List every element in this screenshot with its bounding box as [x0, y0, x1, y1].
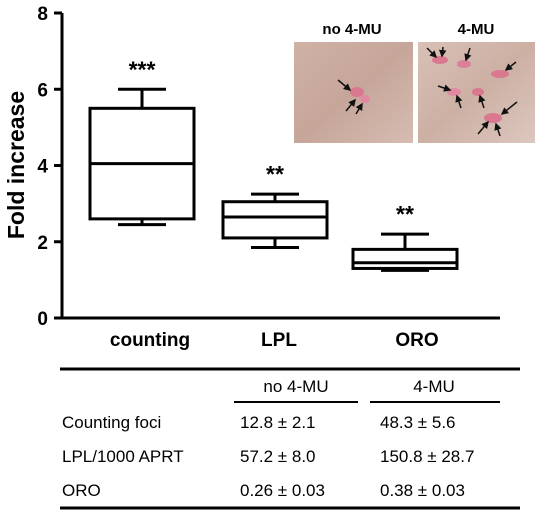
table-cell-row-label: Counting foci	[62, 413, 161, 432]
stained-cell	[350, 87, 364, 97]
arrow-icon	[438, 46, 447, 58]
stained-cell	[472, 88, 484, 96]
arrow-icon	[477, 120, 489, 135]
micrograph-4mu: 4-MU	[418, 21, 535, 143]
micrograph-title-no-4mu: no 4-MU	[322, 21, 381, 38]
arrow-icon	[504, 61, 517, 71]
arrow-icon	[437, 84, 452, 92]
y-axis-ticks: 0 2 4 6 8	[37, 4, 62, 330]
arrow-icon	[345, 98, 356, 112]
y-tick-label: 6	[37, 80, 48, 101]
y-tick-label: 8	[37, 4, 48, 25]
y-tick-label: 0	[37, 309, 48, 330]
table-row: ORO 0.26 ± 0.03 0.38 ± 0.03	[62, 481, 465, 500]
arrow-icon	[455, 94, 463, 109]
micrograph-title-4mu: 4-MU	[458, 21, 495, 38]
box-lpl	[221, 192, 329, 249]
stained-cell	[432, 56, 448, 64]
table-cell: 57.2 ± 8.0	[240, 447, 316, 466]
table-row: LPL/1000 APRT 57.2 ± 8.0 150.8 ± 28.7	[62, 447, 474, 466]
arrow-icon	[500, 101, 518, 115]
x-category-label: ORO	[395, 330, 438, 351]
significance-label: **	[266, 161, 284, 187]
box-oro	[351, 232, 459, 272]
y-tick-label: 4	[37, 157, 48, 178]
arrow-icon	[337, 79, 352, 91]
significance-labels: *******	[129, 56, 414, 227]
box-iqr	[351, 247, 459, 270]
table-row: Counting foci 12.8 ± 2.1 48.3 ± 5.6	[62, 413, 456, 432]
x-category-label: LPL	[261, 330, 297, 351]
arrow-icon	[494, 122, 502, 137]
table-cell: 0.38 ± 0.03	[380, 481, 465, 500]
y-tick-label: 2	[37, 233, 48, 254]
table-cell-row-label: ORO	[62, 481, 101, 500]
stained-cell	[491, 70, 509, 78]
table-cell-row-label: LPL/1000 APRT	[62, 447, 184, 466]
stained-cell	[457, 60, 471, 68]
table-header-4mu: 4-MU	[413, 377, 455, 396]
significance-label: **	[396, 201, 414, 227]
micrograph-no-4mu: no 4-MU	[294, 21, 413, 143]
y-axis-title: Fold increase	[3, 91, 29, 239]
arrow-icon	[426, 47, 438, 59]
table-cell: 150.8 ± 28.7	[380, 447, 474, 466]
arrow-icon	[355, 102, 363, 115]
stained-cell	[484, 113, 502, 123]
arrow-icon	[464, 47, 472, 62]
arrow-icon	[478, 94, 486, 109]
table-cell: 48.3 ± 5.6	[380, 413, 456, 432]
data-table: no 4-MU 4-MU Counting foci 12.8 ± 2.1 48…	[60, 367, 520, 510]
x-axis-category-labels: counting LPL ORO	[110, 330, 439, 351]
box-counting	[88, 87, 196, 227]
box-iqr	[221, 200, 329, 240]
significance-label: ***	[129, 56, 156, 82]
table-header-no-4mu: no 4-MU	[263, 377, 328, 396]
table-cell: 12.8 ± 2.1	[240, 413, 316, 432]
table-cell: 0.26 ± 0.03	[240, 481, 325, 500]
x-category-label: counting	[110, 330, 190, 351]
box-plots	[88, 87, 459, 272]
stained-cell	[360, 95, 370, 103]
